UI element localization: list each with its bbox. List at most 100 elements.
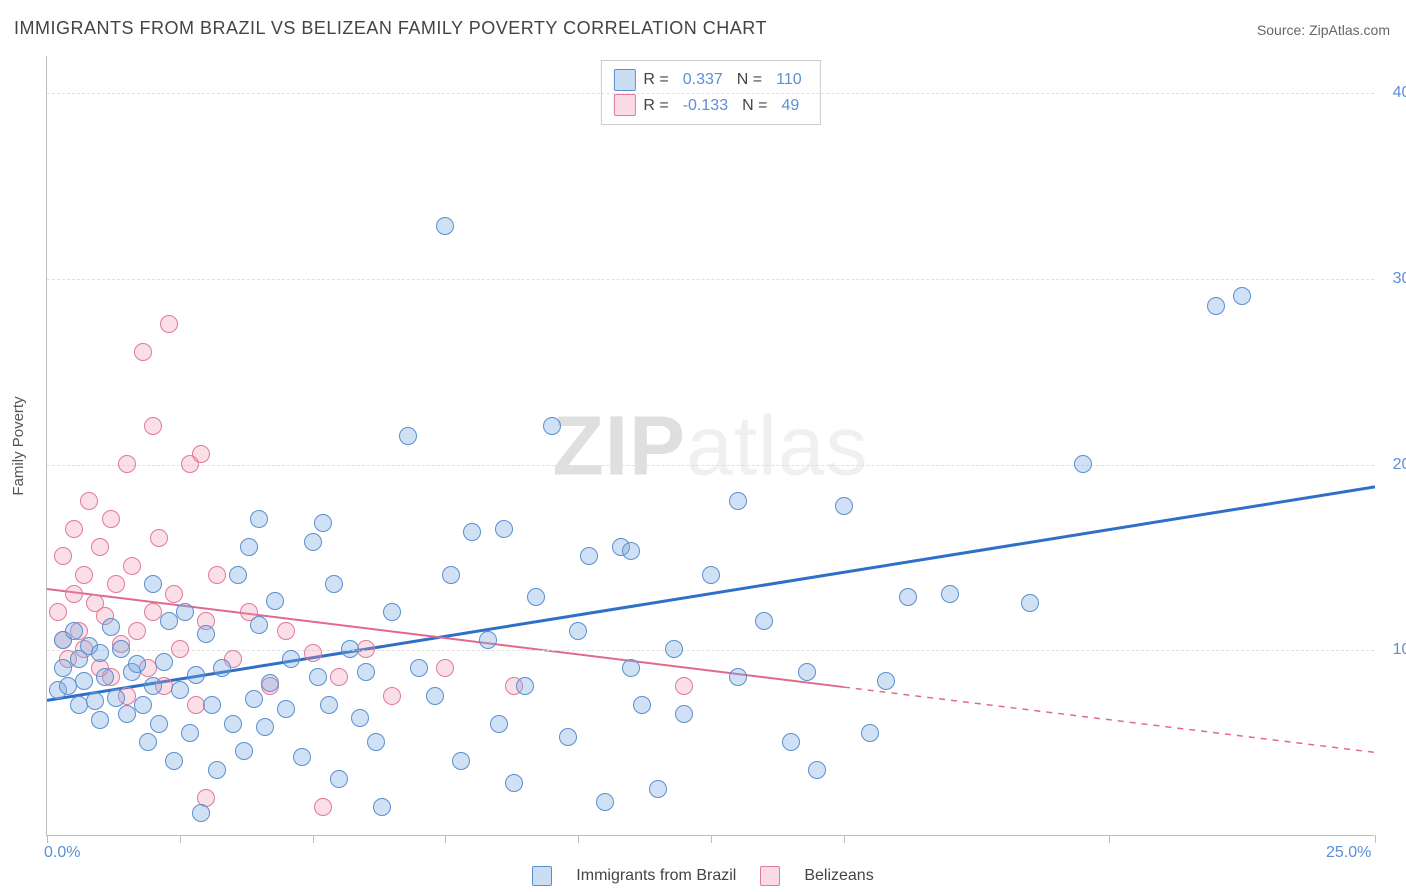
data-point [102, 618, 120, 636]
data-point [580, 547, 598, 565]
data-point [357, 640, 375, 658]
data-point [357, 663, 375, 681]
data-point [128, 622, 146, 640]
data-point [192, 804, 210, 822]
legend-label-belize: Belizeans [804, 867, 873, 885]
trend-line [844, 687, 1375, 752]
swatch-blue-icon [613, 69, 635, 91]
data-point [367, 733, 385, 751]
data-point [144, 417, 162, 435]
data-point [86, 692, 104, 710]
data-point [192, 445, 210, 463]
x-tick-label: 25.0% [1326, 844, 1371, 862]
plot-area: ZIPatlas R = 0.337 N = 110 R = -0.133 N … [46, 56, 1374, 836]
data-point [240, 538, 258, 556]
data-point [256, 718, 274, 736]
data-point [436, 659, 454, 677]
data-point [479, 631, 497, 649]
data-point [144, 677, 162, 695]
data-point [75, 566, 93, 584]
y-tick-label: 30.0% [1393, 270, 1406, 288]
source-label: Source: [1257, 22, 1309, 38]
x-tick [47, 835, 48, 843]
data-point [150, 715, 168, 733]
data-point [569, 622, 587, 640]
data-point [304, 533, 322, 551]
data-point [410, 659, 428, 677]
data-point [266, 592, 284, 610]
data-point [729, 492, 747, 510]
x-tick [578, 835, 579, 843]
data-point [54, 659, 72, 677]
r-label: R = [643, 67, 668, 93]
data-point [213, 659, 231, 677]
n-label: N = [737, 67, 762, 93]
data-point [729, 668, 747, 686]
data-point [65, 622, 83, 640]
data-point [373, 798, 391, 816]
data-point [330, 770, 348, 788]
n-value-brazil: 110 [770, 67, 808, 93]
data-point [622, 659, 640, 677]
data-point [134, 696, 152, 714]
data-point [941, 585, 959, 603]
legend-label-brazil: Immigrants from Brazil [576, 867, 736, 885]
y-tick-label: 20.0% [1393, 456, 1406, 474]
x-tick [844, 835, 845, 843]
data-point [527, 588, 545, 606]
data-point [187, 666, 205, 684]
data-point [314, 514, 332, 532]
n-value-belize: 49 [775, 93, 805, 119]
data-point [112, 640, 130, 658]
source-attribution: Source: ZipAtlas.com [1257, 22, 1390, 38]
watermark: ZIPatlas [552, 397, 868, 494]
y-tick-label: 10.0% [1393, 641, 1406, 659]
data-point [235, 742, 253, 760]
x-tick-label: 0.0% [44, 844, 80, 862]
data-point [622, 542, 640, 560]
x-tick [313, 835, 314, 843]
swatch-pink-icon [613, 94, 635, 116]
data-point [134, 343, 152, 361]
data-point [144, 575, 162, 593]
data-point [293, 748, 311, 766]
data-point [351, 709, 369, 727]
data-point [165, 585, 183, 603]
data-point [65, 585, 83, 603]
data-point [65, 520, 83, 538]
r-value-brazil: 0.337 [677, 67, 729, 93]
data-point [442, 566, 460, 584]
data-point [835, 497, 853, 515]
data-point [107, 689, 125, 707]
data-point [102, 510, 120, 528]
data-point [436, 217, 454, 235]
legend-row: R = -0.133 N = 49 [613, 93, 807, 119]
data-point [282, 650, 300, 668]
data-point [277, 700, 295, 718]
data-point [171, 640, 189, 658]
data-point [160, 612, 178, 630]
data-point [320, 696, 338, 714]
data-point [675, 705, 693, 723]
data-point [80, 492, 98, 510]
data-point [49, 603, 67, 621]
data-point [150, 529, 168, 547]
data-point [128, 655, 146, 673]
data-point [798, 663, 816, 681]
data-point [160, 315, 178, 333]
r-label: R = [643, 93, 668, 119]
data-point [309, 668, 327, 686]
data-point [181, 724, 199, 742]
data-point [203, 696, 221, 714]
data-point [96, 668, 114, 686]
source-link[interactable]: ZipAtlas.com [1309, 22, 1390, 38]
data-point [1074, 455, 1092, 473]
data-point [245, 690, 263, 708]
data-point [91, 644, 109, 662]
data-point [399, 427, 417, 445]
gridline [47, 279, 1374, 280]
data-point [107, 575, 125, 593]
watermark-bold: ZIP [552, 398, 686, 492]
data-point [91, 538, 109, 556]
chart-title: IMMIGRANTS FROM BRAZIL VS BELIZEAN FAMIL… [14, 18, 767, 39]
